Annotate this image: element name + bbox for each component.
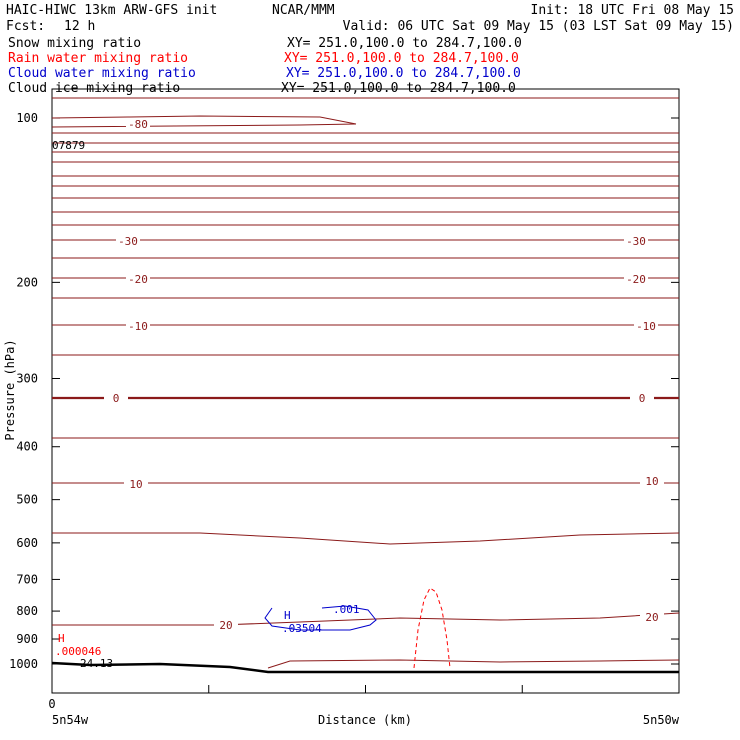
temperature-label-bg — [634, 320, 658, 333]
field-rain-name: Rain water mixing ratio — [8, 51, 188, 66]
temperature-label-bg — [126, 320, 150, 333]
y-tick-label: 600 — [16, 536, 38, 550]
left-max-label: 07879 — [52, 139, 85, 152]
field-cloudwater-name: Cloud water mixing ratio — [8, 66, 196, 81]
surface-value: 24.13 — [80, 657, 113, 670]
y-axis-label: Pressure (hPa) — [3, 339, 17, 440]
cloud-water-high-value: .03504 — [282, 622, 322, 635]
rain-contour — [413, 587, 451, 669]
temperature-label-bg — [126, 273, 150, 286]
header-fcst-label: Fcst: — [6, 19, 45, 34]
temperature-label: 0 — [113, 392, 120, 405]
rain-high-symbol: H — [58, 632, 65, 645]
y-tick-label: 400 — [16, 440, 38, 454]
temperature-label-bg — [214, 619, 238, 632]
cloud-water-high-symbol: H — [284, 609, 291, 622]
temperature-label-bg — [630, 392, 654, 405]
y-tick-label: 700 — [16, 572, 38, 586]
temperature-label: 10 — [645, 475, 658, 488]
y-tick-label: 200 — [16, 275, 38, 289]
field-rain-xy: XY= 251.0,100.0 to 284.7,100.0 — [284, 51, 519, 66]
temperature-label-bg — [624, 235, 648, 248]
temperature-label: -30 — [118, 235, 138, 248]
isotherm-line — [51, 115, 357, 125]
header-valid: Valid: 06 UTC Sat 09 May 15 (03 LST Sat … — [343, 19, 734, 34]
temperature-label-bg — [640, 475, 664, 488]
temperature-labels: -80 -30 -30 -20 -20 -10 -10 0 0 10 10 20 20 — [104, 118, 664, 632]
temperature-label-bg — [640, 611, 664, 624]
temperature-label-bg — [104, 392, 128, 405]
temperature-label-bg — [126, 118, 150, 131]
isotherm-line — [267, 659, 680, 669]
y-tick-label: 900 — [16, 632, 38, 646]
temperature-label-bg — [116, 235, 140, 248]
isotherm-contours — [51, 97, 680, 669]
header-init: Init: 18 UTC Fri 08 May 15 — [531, 3, 735, 18]
temperature-label-bg — [124, 478, 148, 491]
temperature-label: -10 — [636, 320, 656, 333]
x-axis-label: Distance (km) — [318, 713, 412, 727]
plot-frame — [51, 88, 680, 694]
header-title: HAIC-HIWC 13km ARW-GFS init — [6, 3, 217, 18]
temperature-label-bg — [624, 273, 648, 286]
temperature-label: 20 — [645, 611, 658, 624]
y-tick-label: 300 — [16, 372, 38, 386]
temperature-label: -80 — [128, 118, 148, 131]
y-tick-label: 500 — [16, 493, 38, 507]
temperature-label: 0 — [639, 392, 646, 405]
field-snow-name: Snow mixing ratio — [8, 36, 141, 51]
y-tick-label: 100 — [16, 111, 38, 125]
header-center: NCAR/MMM — [272, 3, 335, 18]
header-fcst-value: 12 h — [64, 19, 95, 34]
cloud-water-contour-label: .001 — [333, 603, 360, 616]
x-right-endpoint: 5n50w — [643, 713, 680, 727]
isotherm-line — [51, 123, 357, 128]
temperature-label: 20 — [219, 619, 232, 632]
temperature-label: -20 — [626, 273, 646, 286]
y-tick-label: 1000 — [9, 657, 38, 671]
temperature-label: -10 — [128, 320, 148, 333]
x-start-label: 0 — [48, 697, 55, 711]
isotherm-line — [52, 612, 680, 626]
x-left-endpoint: 5n54w — [52, 713, 89, 727]
x-axis — [51, 685, 680, 693]
temperature-label: 10 — [129, 478, 142, 491]
temperature-label: -20 — [128, 273, 148, 286]
temperature-label: -30 — [626, 235, 646, 248]
cloud-water-contour — [264, 605, 377, 631]
field-cloudwater-xy: XY= 251.0,100.0 to 284.7,100.0 — [286, 66, 521, 81]
terrain-line — [51, 661, 679, 674]
isotherm-line — [52, 532, 680, 545]
y-tick-label: 800 — [16, 604, 38, 618]
rain-high-value: .000046 — [55, 645, 101, 658]
field-snow-xy: XY= 251.0,100.0 to 284.7,100.0 — [287, 36, 522, 51]
